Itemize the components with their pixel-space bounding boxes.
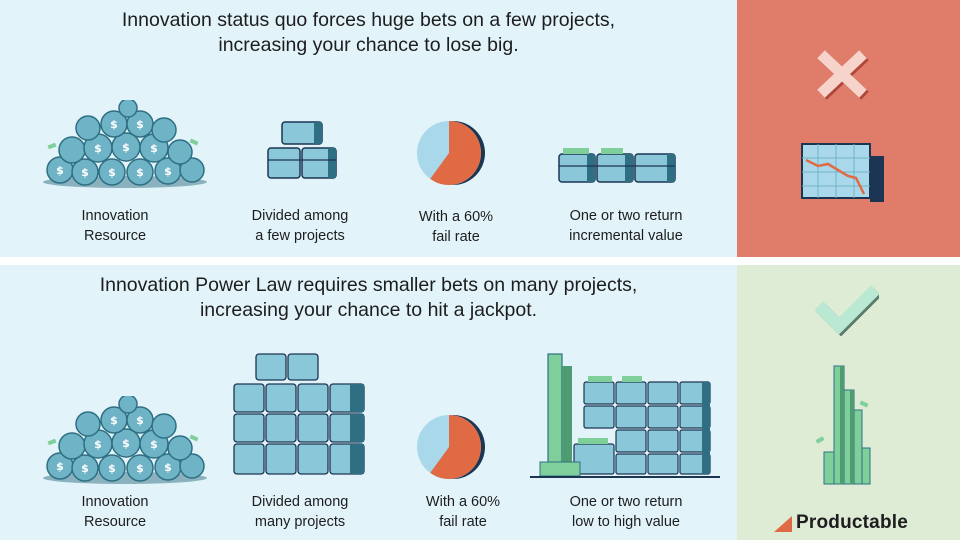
step-label: Innovation Resource xyxy=(81,494,149,530)
headline-line: increasing your chance to lose big. xyxy=(218,34,519,56)
pie-chart-icon xyxy=(415,412,487,482)
svg-text:$: $ xyxy=(122,141,130,154)
money-bags-icon: $ $ $ $ $ $ $ $ $ $ xyxy=(40,100,210,190)
svg-text:$: $ xyxy=(81,462,89,475)
brand-name: Productable xyxy=(796,512,908,533)
svg-text:$: $ xyxy=(108,166,116,179)
step-label: Innovation Resource xyxy=(81,208,149,244)
headline-line: increasing your chance to hit a jackpot. xyxy=(199,299,538,321)
svg-text:$: $ xyxy=(56,164,64,177)
step-label: With a 60% fail rate xyxy=(418,209,494,245)
chests-row-icon xyxy=(555,140,685,186)
headline-line: Innovation Power Law requires smaller be… xyxy=(99,274,638,296)
svg-text:$: $ xyxy=(81,166,89,179)
svg-text:$: $ xyxy=(94,142,102,155)
step-label: One or two return incremental value xyxy=(569,208,683,244)
check-mark-icon xyxy=(815,284,879,336)
svg-text:$: $ xyxy=(164,165,172,178)
chests-towers-icon xyxy=(530,352,720,482)
power-law-bars-icon xyxy=(814,362,878,486)
status-quo-headline: Innovation status quo forces huge bets o… xyxy=(0,8,737,58)
headline-line: Innovation status quo forces huge bets o… xyxy=(121,9,616,31)
svg-text:$: $ xyxy=(150,438,158,451)
step-label: One or two return low to high value xyxy=(569,494,683,530)
svg-text:$: $ xyxy=(150,142,158,155)
fail-verdict-panel xyxy=(737,0,960,257)
svg-text:$: $ xyxy=(110,414,118,427)
step-label: With a 60% fail rate xyxy=(425,494,501,530)
money-bags-icon: $ $ $ $ $ $ $ $ $ $ xyxy=(40,396,210,486)
svg-text:$: $ xyxy=(136,462,144,475)
step-label: Divided among a few projects xyxy=(251,208,349,244)
svg-text:$: $ xyxy=(108,462,116,475)
svg-text:$: $ xyxy=(164,461,172,474)
svg-text:$: $ xyxy=(94,438,102,451)
declining-chart-icon xyxy=(798,138,888,204)
power-law-headline: Innovation Power Law requires smaller be… xyxy=(0,273,737,323)
few-chests-icon xyxy=(262,118,342,184)
many-chests-icon xyxy=(232,352,368,478)
pie-chart-icon xyxy=(415,118,487,188)
svg-text:$: $ xyxy=(136,166,144,179)
productable-logo-icon xyxy=(774,516,792,532)
svg-text:$: $ xyxy=(110,118,118,131)
svg-text:$: $ xyxy=(122,437,130,450)
svg-text:$: $ xyxy=(56,460,64,473)
step-label: Divided among many projects xyxy=(251,494,349,530)
x-mark-icon xyxy=(815,50,875,102)
svg-text:$: $ xyxy=(136,118,144,131)
svg-text:$: $ xyxy=(136,414,144,427)
